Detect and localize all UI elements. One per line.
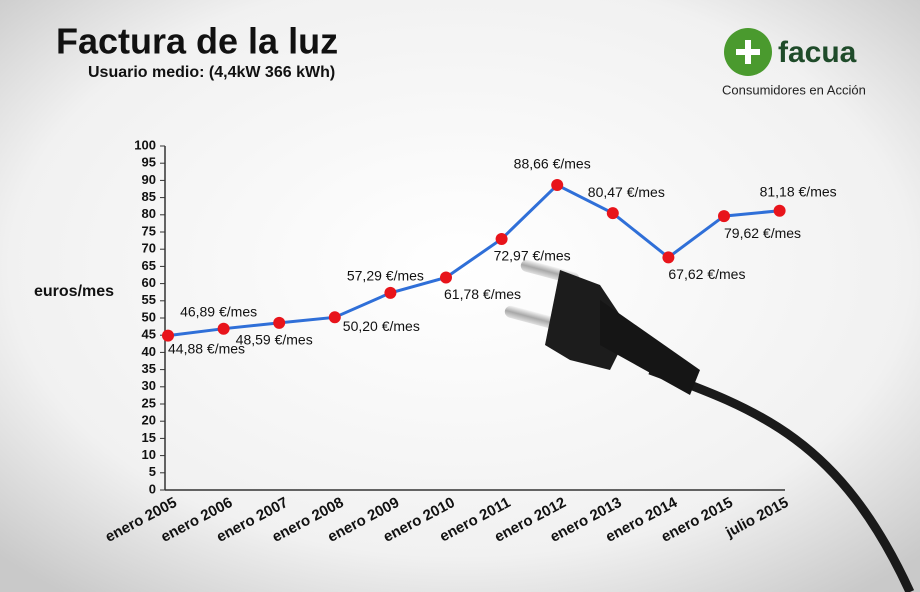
y-tick-label: 65 xyxy=(142,258,156,273)
data-label: 67,62 €/mes xyxy=(668,266,745,282)
data-label: 48,59 €/mes xyxy=(236,332,313,348)
data-label: 57,29 €/mes xyxy=(347,268,424,284)
data-label: 80,47 €/mes xyxy=(588,184,665,200)
y-axis-label: euros/mes xyxy=(34,283,114,300)
data-point xyxy=(162,329,174,342)
data-label: 61,78 €/mes xyxy=(444,286,521,302)
logo-name: facua xyxy=(778,36,857,69)
y-tick-label: 5 xyxy=(149,464,156,479)
data-point xyxy=(662,251,675,264)
data-label: 44,88 €/mes xyxy=(168,340,245,356)
y-tick-label: 10 xyxy=(142,447,156,462)
y-tick-label: 30 xyxy=(142,378,156,393)
data-label: 72,97 €/mes xyxy=(494,248,571,264)
data-line xyxy=(167,183,780,338)
data-point xyxy=(495,232,508,245)
y-tick-label: 95 xyxy=(142,155,156,170)
y-tick-label: 75 xyxy=(142,223,156,238)
y-tick-label: 25 xyxy=(142,395,156,410)
y-tick-label: 0 xyxy=(149,481,156,496)
data-label: 50,20 €/mes xyxy=(343,318,420,334)
chart-subtitle: Usuario medio: (4,4kW 366 kWh) xyxy=(88,64,335,81)
y-tick-label: 60 xyxy=(142,275,156,290)
data-point xyxy=(440,271,452,284)
plug-illustration xyxy=(504,259,915,592)
y-tick-label: 55 xyxy=(142,292,156,307)
logo: facua Consumidores en Acción xyxy=(722,28,866,97)
data-point xyxy=(384,286,397,299)
y-tick-label: 45 xyxy=(142,327,156,342)
data-label: 88,66 €/mes xyxy=(514,156,591,172)
data-label: 81,18 €/mes xyxy=(760,183,837,199)
data-point xyxy=(718,210,730,223)
data-point xyxy=(773,204,786,217)
y-tick-label: 100 xyxy=(134,137,156,152)
y-tick-label: 70 xyxy=(142,241,156,256)
y-tick-label: 50 xyxy=(142,309,156,324)
data-point xyxy=(217,322,230,335)
y-tick-label: 35 xyxy=(142,361,156,376)
data-point xyxy=(328,311,341,324)
y-tick-label: 15 xyxy=(142,430,156,445)
data-point xyxy=(551,179,564,192)
y-tick-label: 85 xyxy=(142,189,156,204)
y-tick-label: 20 xyxy=(142,413,156,428)
logo-tagline: Consumidores en Acción xyxy=(722,82,866,97)
data-point xyxy=(273,316,286,329)
data-label: 79,62 €/mes xyxy=(724,225,801,241)
chart-title: Factura de la luz xyxy=(56,21,338,62)
data-point xyxy=(606,207,619,220)
y-tick-label: 90 xyxy=(142,172,156,187)
y-tick-label: 40 xyxy=(142,344,156,359)
y-tick-label: 80 xyxy=(142,206,156,221)
data-label: 46,89 €/mes xyxy=(180,303,257,319)
